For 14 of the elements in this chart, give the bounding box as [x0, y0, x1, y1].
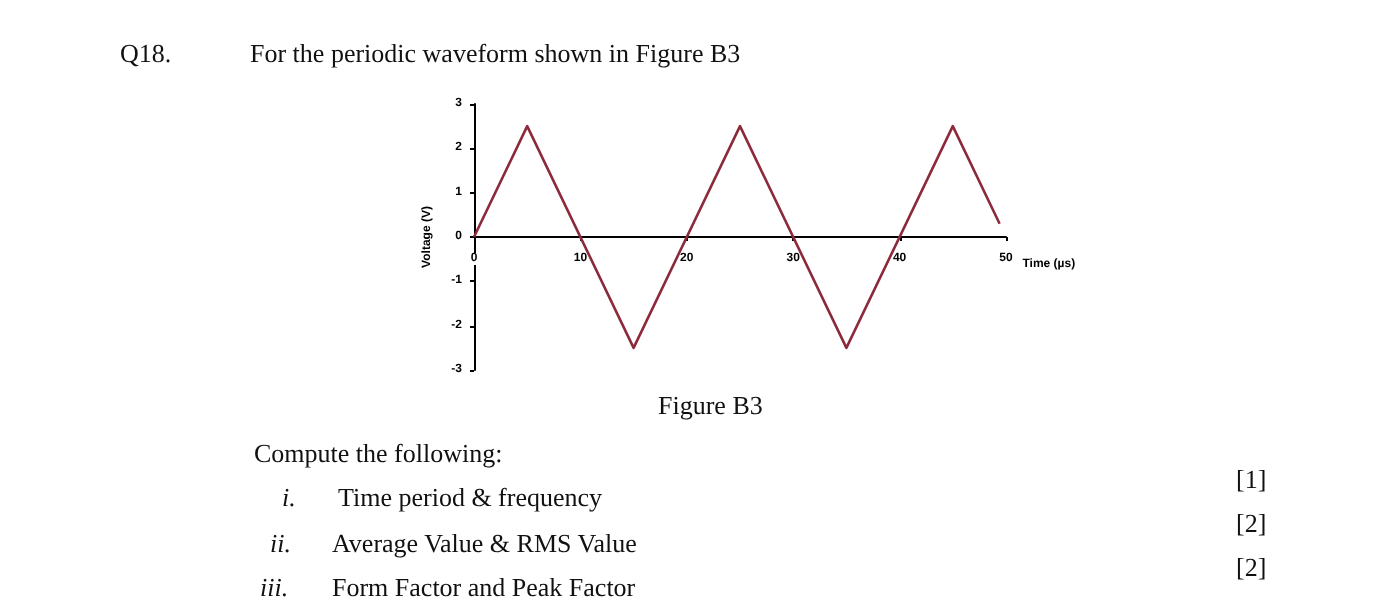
text: Form Factor and Peak Factor	[332, 572, 636, 602]
text: Time period & frequency	[338, 482, 603, 512]
chart-title: For the periodic waveform shown in Figure B3	[250, 38, 741, 68]
text: Compute the following:	[254, 438, 503, 468]
text: i.	[282, 482, 296, 512]
text: Q18.	[120, 38, 172, 68]
line-series	[472, 124, 1001, 350]
text: [1]	[1236, 464, 1267, 494]
text: Average Value & RMS Value	[332, 528, 637, 558]
text: iii.	[260, 572, 289, 602]
caption: Figure B3	[658, 390, 763, 420]
text: [2]	[1236, 552, 1267, 582]
text: [2]	[1236, 508, 1267, 538]
text: ii.	[270, 528, 291, 558]
